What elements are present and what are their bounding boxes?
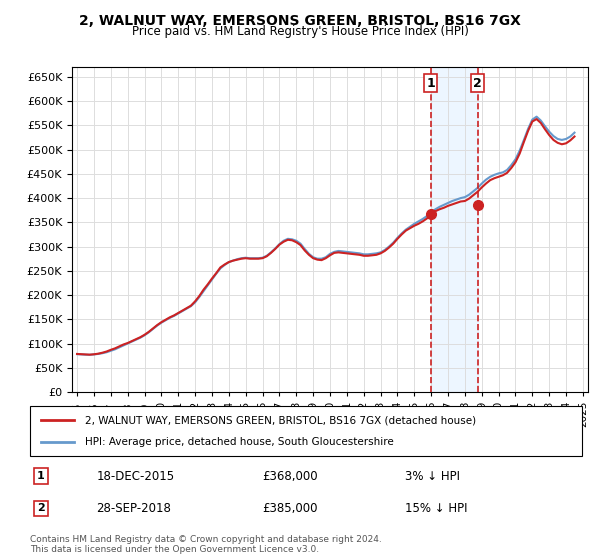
- Text: 1: 1: [426, 77, 435, 90]
- Text: 2, WALNUT WAY, EMERSONS GREEN, BRISTOL, BS16 7GX: 2, WALNUT WAY, EMERSONS GREEN, BRISTOL, …: [79, 14, 521, 28]
- Text: Price paid vs. HM Land Registry's House Price Index (HPI): Price paid vs. HM Land Registry's House …: [131, 25, 469, 38]
- Text: 2: 2: [37, 503, 45, 514]
- Text: 28-SEP-2018: 28-SEP-2018: [96, 502, 171, 515]
- FancyBboxPatch shape: [30, 406, 582, 456]
- Text: 15% ↓ HPI: 15% ↓ HPI: [406, 502, 468, 515]
- Text: 2, WALNUT WAY, EMERSONS GREEN, BRISTOL, BS16 7GX (detached house): 2, WALNUT WAY, EMERSONS GREEN, BRISTOL, …: [85, 415, 476, 425]
- Text: 1: 1: [37, 471, 45, 481]
- Text: 2: 2: [473, 77, 482, 90]
- Text: £368,000: £368,000: [262, 470, 317, 483]
- Text: 3% ↓ HPI: 3% ↓ HPI: [406, 470, 460, 483]
- Text: Contains HM Land Registry data © Crown copyright and database right 2024.
This d: Contains HM Land Registry data © Crown c…: [30, 535, 382, 554]
- Text: 18-DEC-2015: 18-DEC-2015: [96, 470, 175, 483]
- Text: HPI: Average price, detached house, South Gloucestershire: HPI: Average price, detached house, Sout…: [85, 437, 394, 447]
- Text: £385,000: £385,000: [262, 502, 317, 515]
- Bar: [431, 67, 478, 392]
